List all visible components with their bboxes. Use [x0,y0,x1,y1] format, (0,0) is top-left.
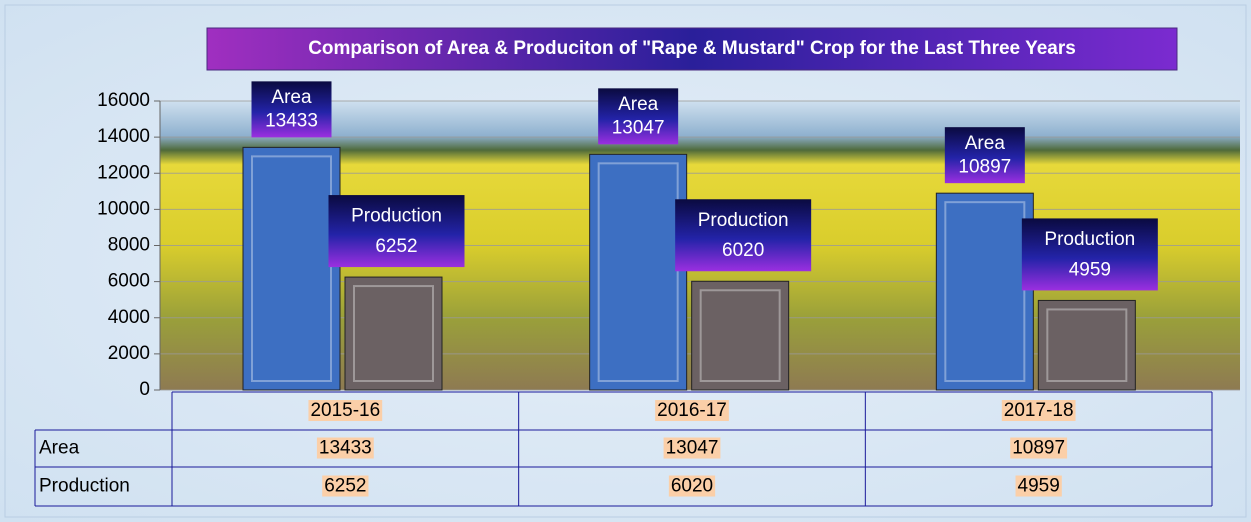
table-row-header: Production [39,476,130,497]
table-row-header: Area [39,438,80,459]
data-label: 13047 [612,118,665,139]
chart-title: Comparison of Area & Produciton of "Rape… [308,38,1076,59]
data-label-name: Production [1044,229,1135,250]
data-label: 10897 [958,157,1011,178]
bar [345,277,442,390]
y-tick-label: 6000 [108,271,150,292]
table-value: 6252 [324,476,366,497]
data-label-name: Area [618,94,659,115]
y-tick-label: 8000 [108,235,150,256]
data-label-name: Area [271,87,312,108]
data-label-name: Production [698,210,789,231]
bar [692,281,789,390]
y-tick-label: 12000 [97,162,150,183]
bar [243,147,340,390]
data-label-name: Production [351,206,442,227]
table-value: 13047 [666,438,719,459]
data-label: 13433 [265,111,318,132]
y-tick-label: 2000 [108,343,150,364]
y-tick-label: 16000 [97,90,150,111]
data-label-name: Area [965,133,1006,154]
bar [590,154,687,390]
x-tick-label: 2015-16 [310,400,380,421]
data-label: 6020 [722,240,764,261]
data-label: 6252 [375,236,417,257]
chart: Comparison of Area & Produciton of "Rape… [0,0,1251,522]
x-tick-label: 2016-17 [657,400,727,421]
x-tick-label: 2017-18 [1004,400,1074,421]
y-tick-label: 0 [139,379,150,400]
table-value: 6020 [671,476,713,497]
y-tick-label: 10000 [97,198,150,219]
y-tick-label: 4000 [108,307,150,328]
data-label: 4959 [1069,259,1111,280]
table-value: 4959 [1018,476,1060,497]
y-tick-label: 14000 [97,126,150,147]
table-value: 13433 [319,438,372,459]
bar [1038,300,1135,390]
table-value: 10897 [1012,438,1065,459]
bar [936,193,1033,390]
